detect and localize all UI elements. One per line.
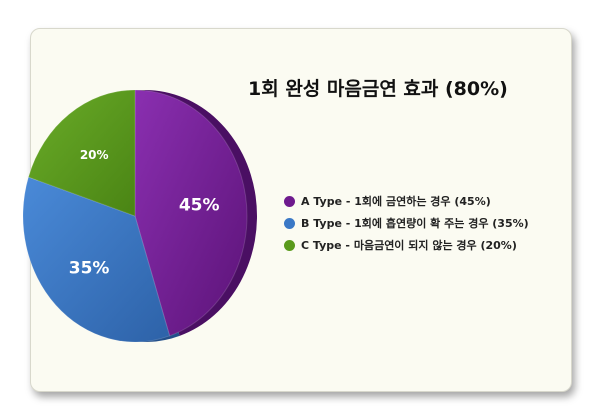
slice-label-a: 45% — [179, 196, 220, 216]
pie-labels: 45% 35% 20% — [69, 148, 220, 279]
pie-slice-c — [27, 89, 136, 217]
legend-label-a: A Type - 1회에 금연하는 경우 (45%) — [301, 195, 491, 208]
legend-item-a: A Type - 1회에 금연하는 경우 (45%) — [284, 190, 529, 212]
legend-item-c: C Type - 마음금연이 되지 않는 경우 (20%) — [284, 234, 529, 256]
pie-slices — [22, 89, 248, 343]
pie-slice-a — [134, 89, 248, 337]
legend-dot-a — [284, 195, 295, 207]
legend-dot-c — [284, 239, 295, 251]
pie-slice-b — [22, 176, 171, 343]
legend-label-b: B Type - 1회에 흡연량이 확 주는 경우 (35%) — [301, 217, 529, 230]
slice-label-b: 35% — [69, 259, 110, 279]
legend-item-b: B Type - 1회에 흡연량이 확 주는 경우 (35%) — [284, 212, 529, 234]
legend-label-c: C Type - 마음금연이 되지 않는 경우 (20%) — [301, 239, 517, 252]
chart-legend: A Type - 1회에 금연하는 경우 (45%) B Type - 1회에 … — [284, 190, 529, 256]
legend-dot-b — [284, 217, 295, 229]
chart-title: 1회 완성 마음금연 효과 (80%) — [248, 78, 508, 100]
slice-label-c: 20% — [80, 148, 109, 162]
